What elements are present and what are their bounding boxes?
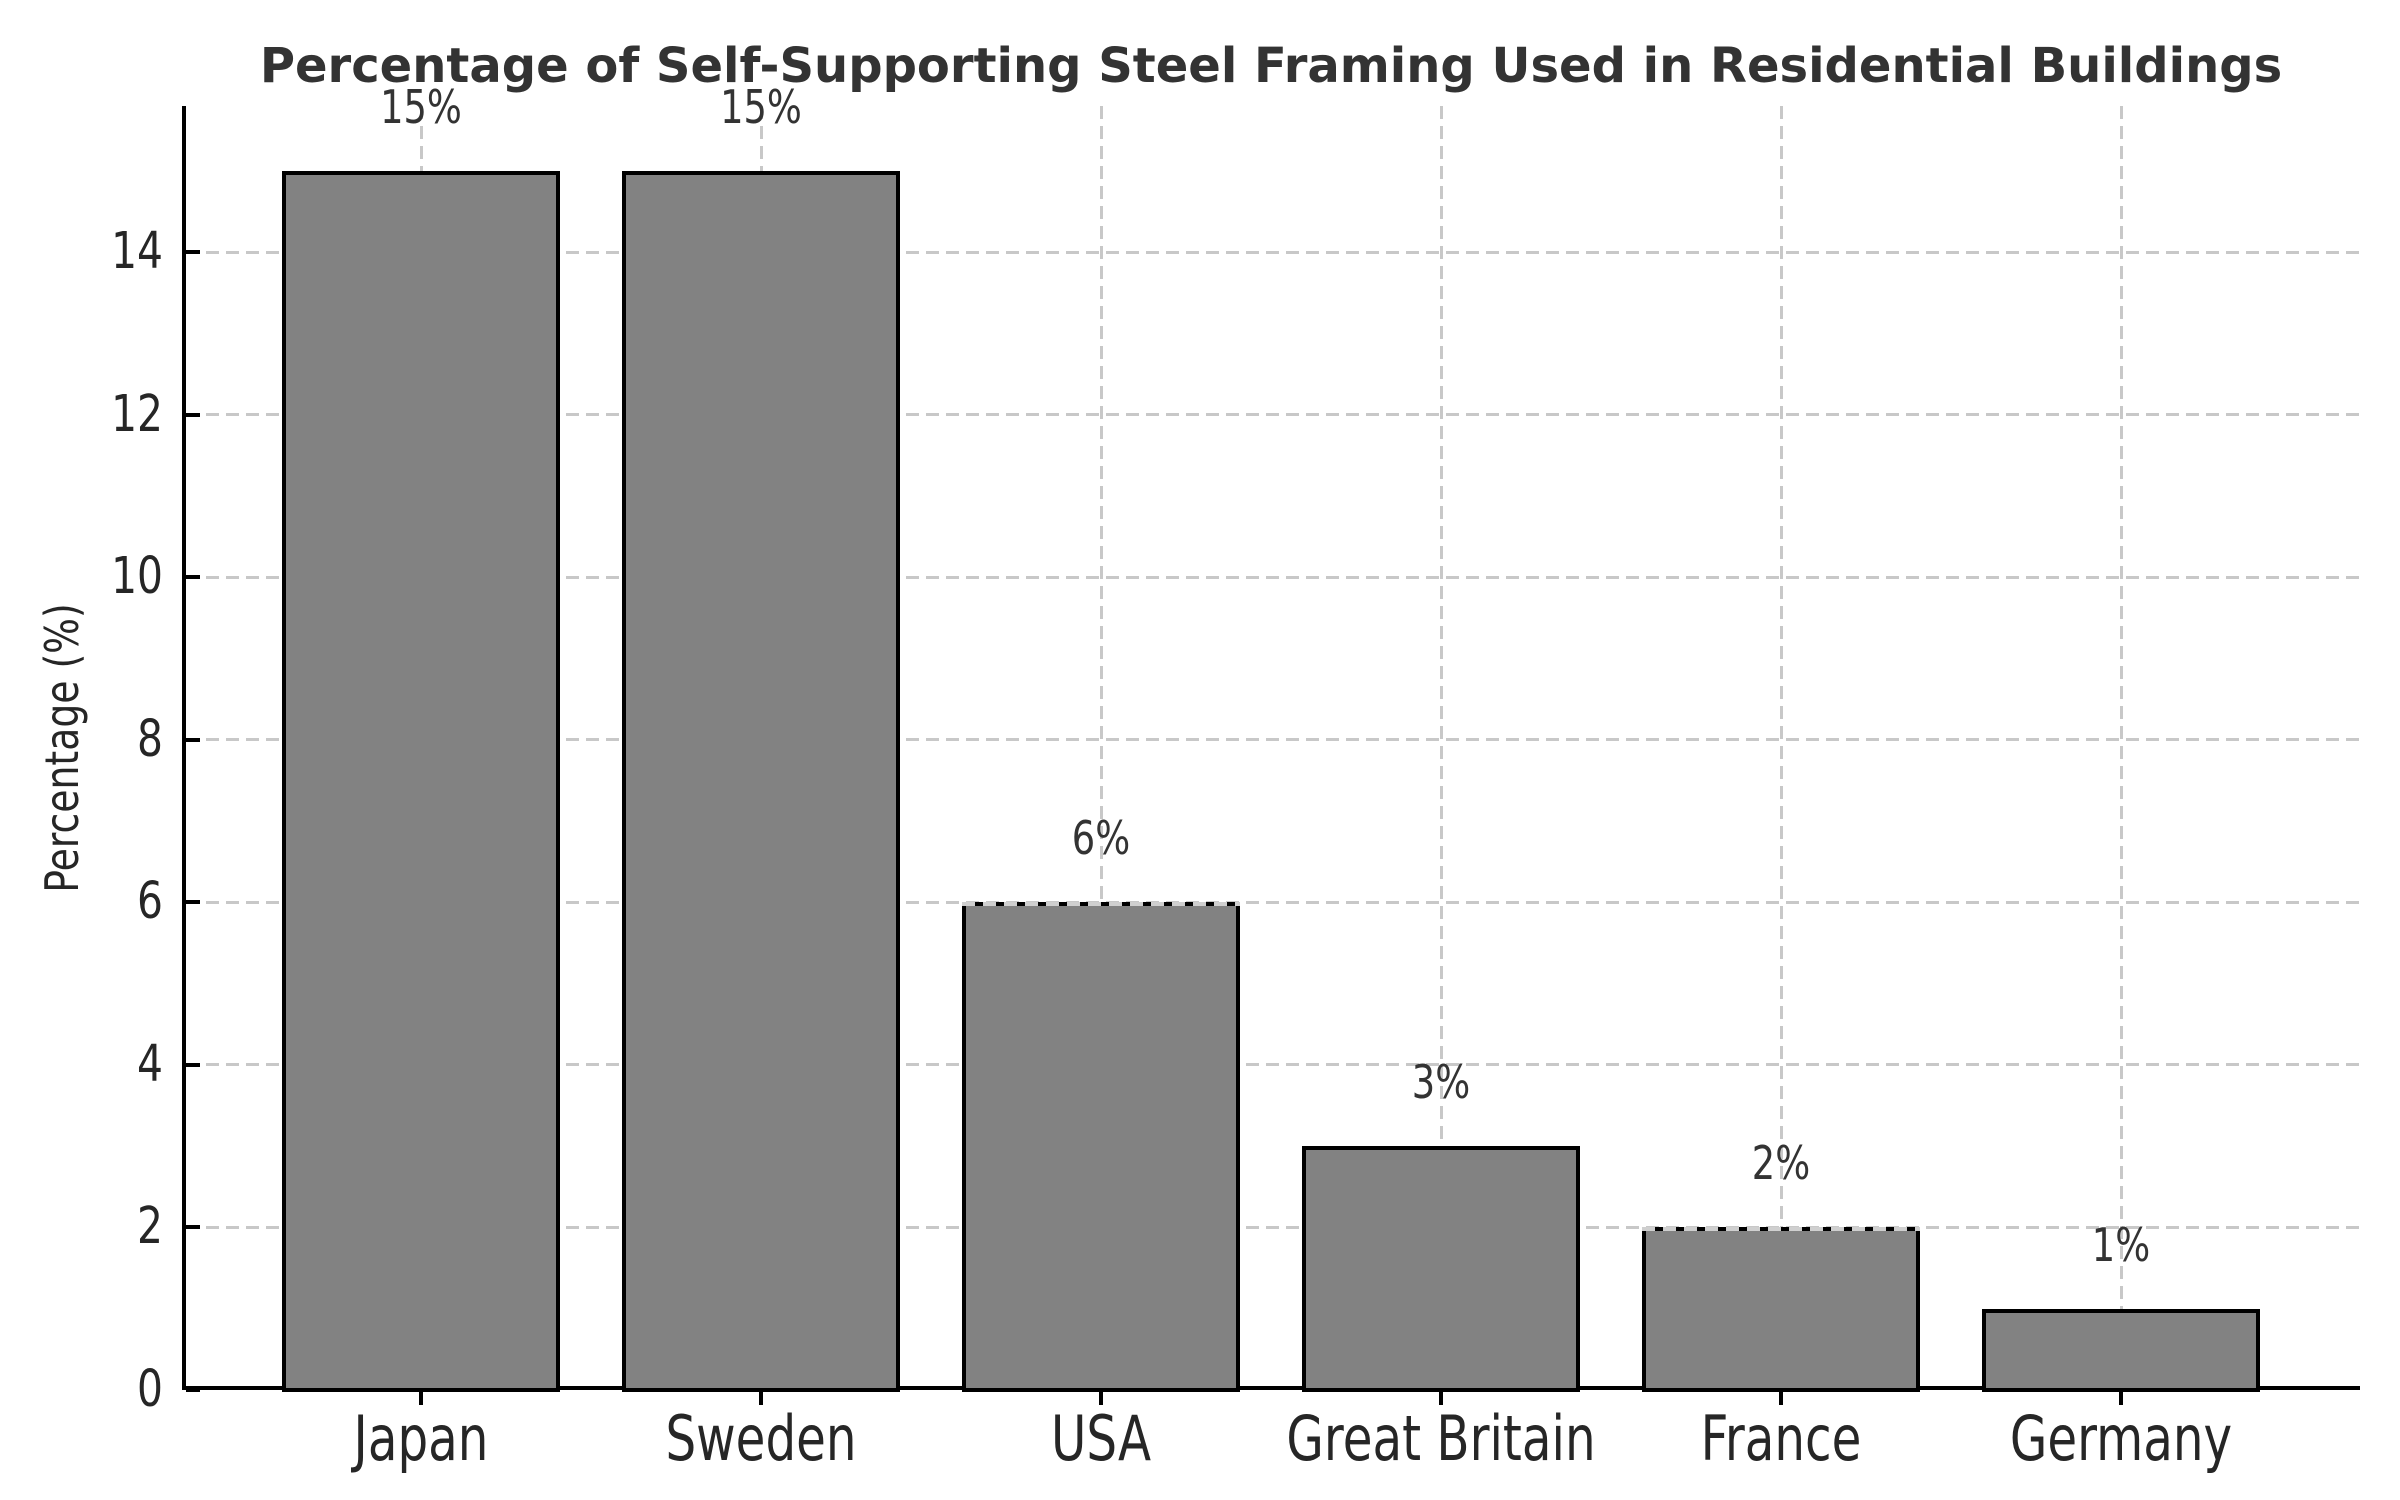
gridline-horizontal [186, 738, 2360, 742]
y-tick-mark [186, 250, 200, 255]
gridline-horizontal [186, 413, 2360, 417]
x-tick-mark [419, 1392, 423, 1405]
x-tick-mark [1099, 1392, 1103, 1405]
y-tick-mark [186, 575, 200, 580]
y-tick-mark [186, 1388, 200, 1392]
gridline-horizontal [186, 250, 2360, 254]
bar-usa [962, 902, 1240, 1392]
y-tick-mark [186, 900, 200, 905]
x-category-label: Germany [2009, 1402, 2233, 1475]
y-tick-label: 2 [137, 1197, 163, 1257]
y-tick-mark [186, 412, 200, 417]
bar-value-label: 15% [380, 80, 462, 134]
x-tick-mark [2119, 1392, 2123, 1405]
bar-sweden [622, 171, 900, 1392]
y-tick-mark [186, 1062, 200, 1067]
bar-value-label: 2% [1751, 1136, 1811, 1191]
bar-japan [282, 171, 560, 1392]
gridline-horizontal [186, 1225, 2360, 1229]
bar-germany [1982, 1308, 2260, 1392]
y-tick-label: 12 [111, 384, 163, 444]
y-tick-label: 10 [111, 547, 163, 607]
gridline-vertical [1439, 106, 1443, 1390]
y-tick-label: 14 [111, 222, 163, 282]
y-tick-label: 8 [137, 709, 163, 769]
bar-value-label: 6% [1071, 811, 1131, 866]
x-tick-mark [1439, 1392, 1443, 1405]
x-category-label: France [1700, 1402, 1862, 1475]
y-tick-label: 6 [137, 872, 163, 932]
gridline-vertical [1779, 106, 1783, 1390]
bar-value-label: 15% [720, 80, 802, 134]
bar-france [1642, 1227, 1920, 1392]
chart-title: Percentage of Self-Supporting Steel Fram… [259, 38, 2283, 94]
x-category-label: Sweden [665, 1402, 857, 1475]
x-category-label: USA [1050, 1402, 1152, 1475]
bar-value-label: 3% [1411, 1055, 1471, 1110]
x-tick-mark [759, 1392, 763, 1405]
bar-top-gridline-overlay [962, 902, 1240, 907]
gridline-horizontal [186, 575, 2360, 579]
x-category-label: Japan [353, 1402, 489, 1475]
y-tick-label: 4 [137, 1034, 163, 1094]
y-tick-mark [186, 1225, 200, 1230]
bar-value-label: 1% [2091, 1217, 2151, 1272]
x-category-label: Great Britain [1286, 1402, 1596, 1475]
bar-top-gridline-overlay [1642, 1227, 1920, 1232]
y-tick-label: 0 [137, 1360, 163, 1419]
gridline-horizontal [186, 1063, 2360, 1067]
gridline-vertical [2119, 106, 2123, 1390]
y-tick-mark [186, 737, 200, 742]
bar-great-britain [1302, 1146, 1580, 1392]
gridline-horizontal [186, 900, 2360, 904]
x-tick-mark [1779, 1392, 1783, 1405]
gridline-vertical [1099, 106, 1103, 1390]
